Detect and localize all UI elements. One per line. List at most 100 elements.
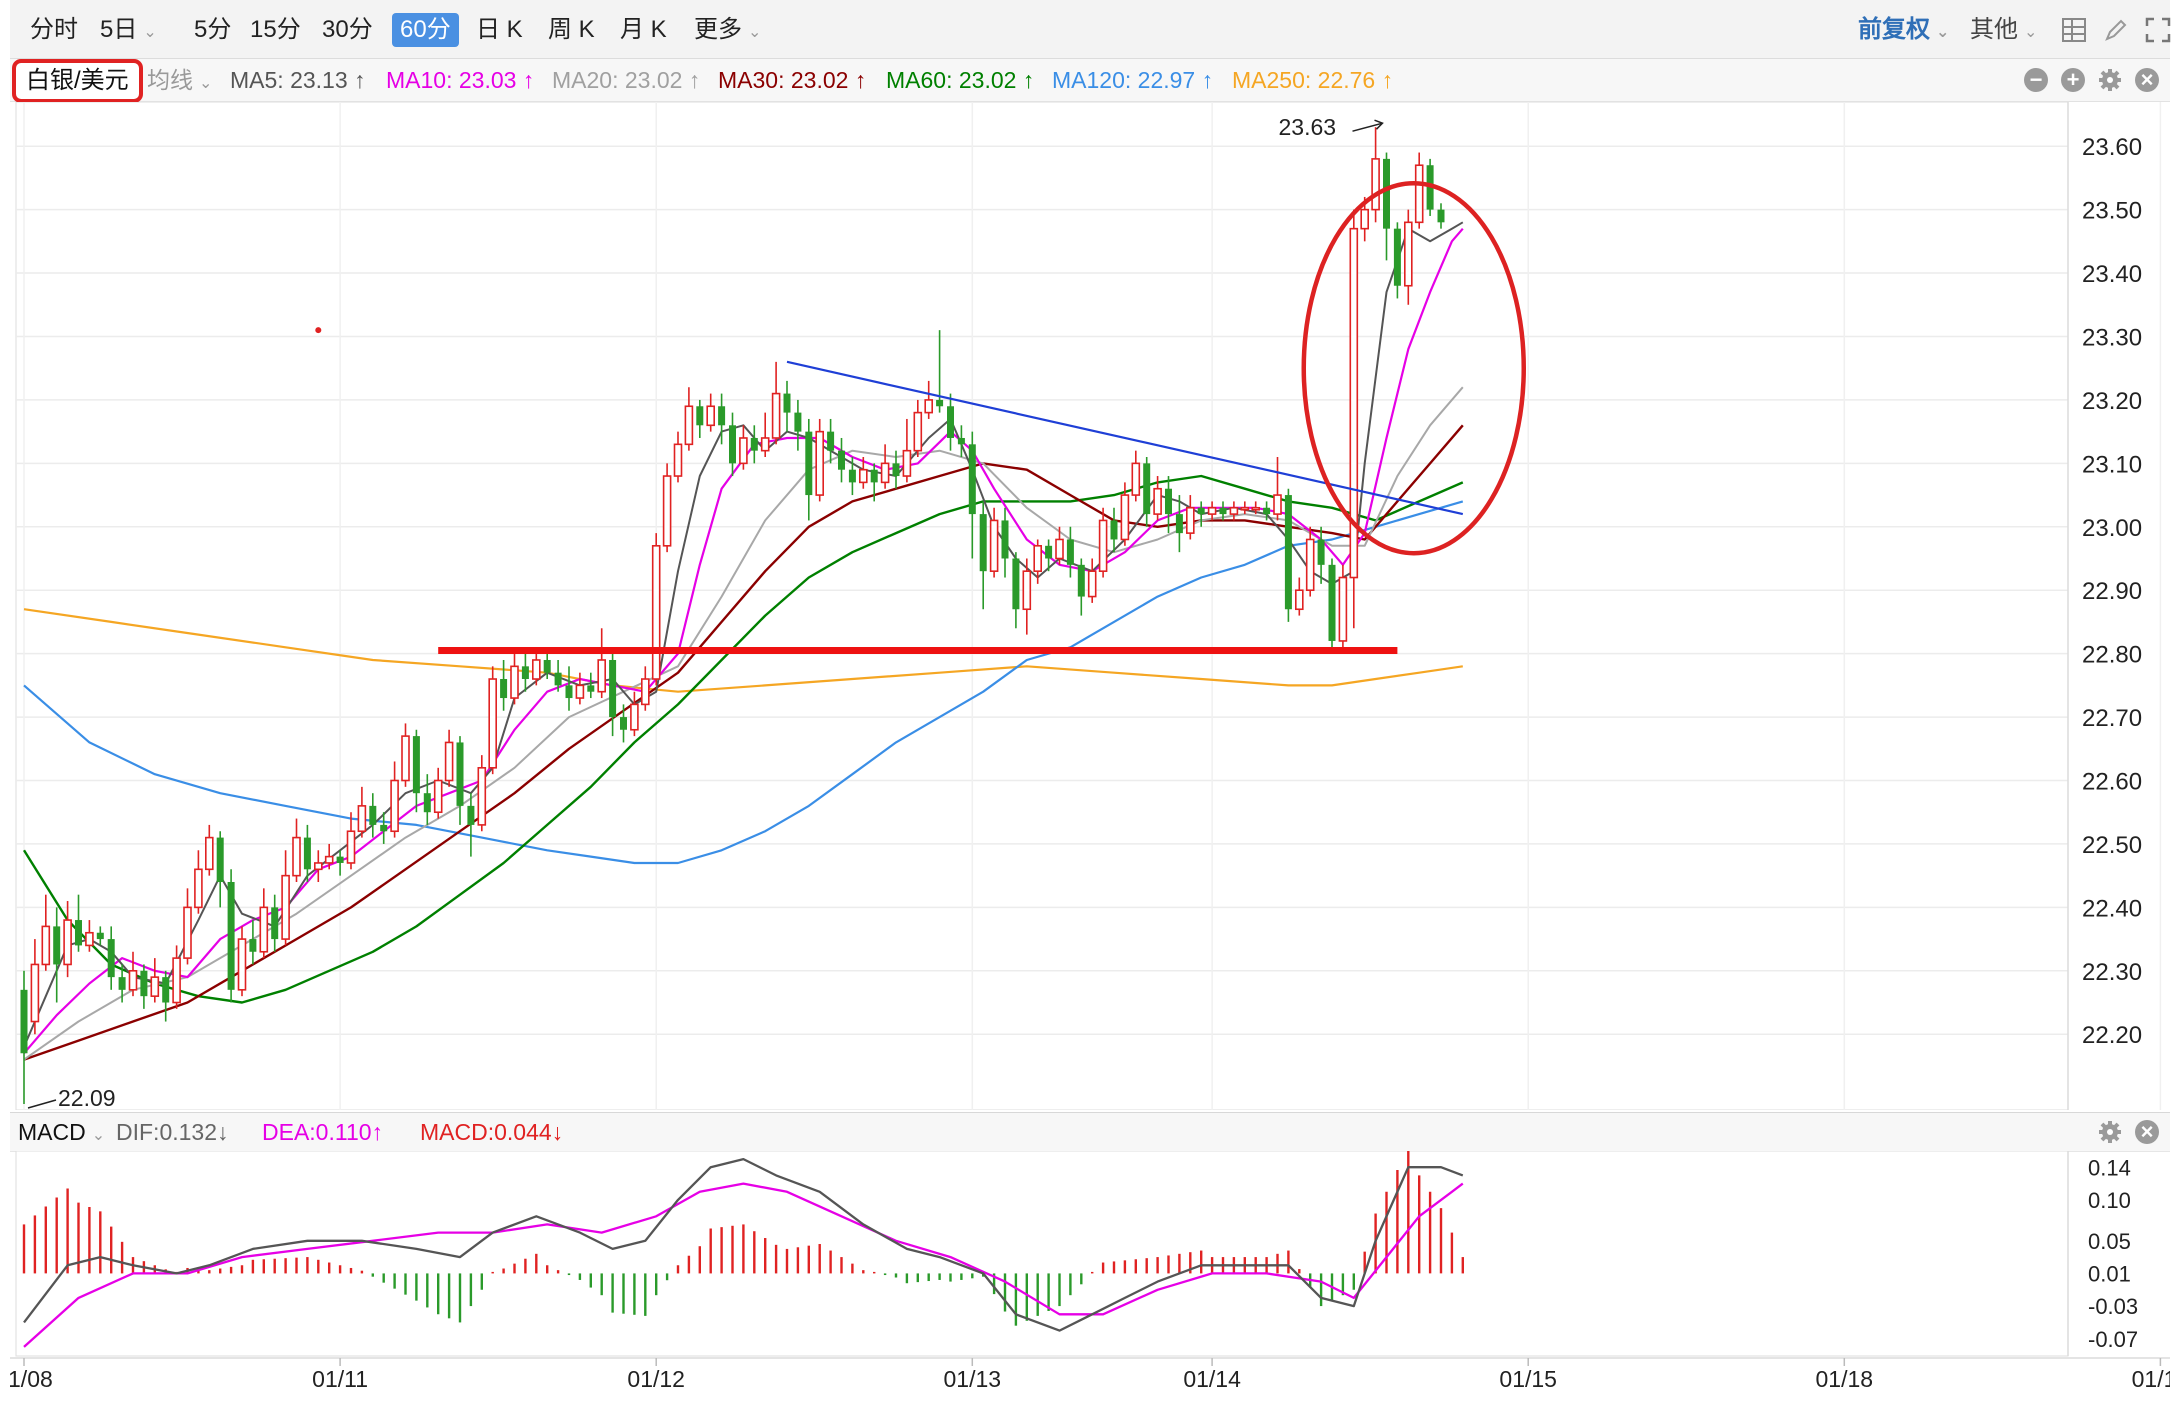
ma-legend-item: MA250: 22.76 ↑ xyxy=(1232,67,1394,93)
candle-body-down xyxy=(1143,463,1151,515)
candle-body-up xyxy=(1087,570,1097,598)
candle-body-up xyxy=(771,392,781,439)
candle-body-up xyxy=(815,430,825,496)
candle-body-down xyxy=(75,920,82,946)
candlestick-chart[interactable]: 22.20 22.30 22.40 22.50 22.60 22.70 22.80 22.90… xyxy=(10,102,2170,1110)
candle-body-up xyxy=(880,462,890,484)
candle-body-down xyxy=(412,736,420,794)
candle-body-down xyxy=(838,450,845,470)
candle-body-up xyxy=(313,862,323,871)
candle-body-up xyxy=(183,906,192,959)
candle-body-up xyxy=(324,855,334,864)
candle-body-down xyxy=(1437,209,1445,223)
add-icon[interactable]: + xyxy=(2061,68,2085,92)
y-tick-label: 22.80 xyxy=(2082,642,2142,669)
candle-body-up xyxy=(1414,164,1424,224)
candle-body-up xyxy=(237,938,247,991)
candle-body-down xyxy=(303,837,311,870)
candle-body-down xyxy=(848,469,856,483)
tab-5min[interactable]: 5分 xyxy=(194,16,232,43)
ma120-line xyxy=(23,500,1464,865)
candle-body-down xyxy=(609,659,617,718)
ma-toggle[interactable]: 均线 ⌄ xyxy=(147,67,213,93)
ma30-line xyxy=(23,424,1464,1061)
candle-body-down xyxy=(1219,507,1227,515)
candle-body-down xyxy=(1045,545,1053,559)
candle-body-down xyxy=(53,926,61,965)
candle-body-up xyxy=(1273,494,1282,515)
tab-intraday[interactable]: 分时 xyxy=(30,16,78,43)
tab-monthly-k[interactable]: 月 K xyxy=(620,16,667,43)
ma-legend-item: MA60: 23.02 ↑ xyxy=(886,67,1035,93)
candle-body-up xyxy=(651,545,661,680)
gear-icon[interactable] xyxy=(2098,68,2122,92)
tab-15min[interactable]: 15分 xyxy=(250,16,301,43)
candle-body-down xyxy=(1175,514,1183,534)
candle-body-down xyxy=(456,742,464,806)
y-tick-label: 23.20 xyxy=(2082,388,2142,415)
chevron-down-icon: ⌄ xyxy=(91,1127,106,1144)
date-label: 01/08 xyxy=(10,1366,53,1392)
tab-weekly-k[interactable]: 周 K xyxy=(548,16,595,43)
gear-icon[interactable] xyxy=(2098,1120,2122,1144)
candle-body-up xyxy=(706,405,716,427)
candle-body-up xyxy=(640,678,650,706)
tab-daily-k[interactable]: 日 K xyxy=(476,16,523,43)
minimize-icon[interactable]: − xyxy=(2024,68,2048,92)
candle-body-up xyxy=(63,919,72,966)
chevron-down-icon: ⌄ xyxy=(748,24,762,41)
candle-body-up xyxy=(913,411,923,452)
y-tick-label: 22.20 xyxy=(2082,1022,2142,1049)
candle-body-up xyxy=(510,665,519,699)
candle-body-up xyxy=(1338,576,1348,642)
tab-30min[interactable]: 30分 xyxy=(322,16,373,43)
candle-body-down xyxy=(892,463,900,477)
macd-y-tick-label: -0.03 xyxy=(2088,1294,2138,1319)
candle-body-up xyxy=(739,437,748,465)
ma-legend-item: MA20: 23.02 ↑ xyxy=(552,67,701,93)
candle-body-down xyxy=(718,406,726,426)
macd-indicator-dropdown[interactable]: MACD ⌄ xyxy=(18,1119,106,1145)
tab-60min[interactable]: 60分 xyxy=(392,13,459,47)
dif-line xyxy=(23,1157,1464,1332)
y-tick-label: 22.50 xyxy=(2082,832,2142,859)
grid-layout-icon[interactable] xyxy=(2060,16,2088,44)
ma-legend-row: 白银/美元 均线 ⌄ MA5: 23.13 ↑ MA10: 23.03 ↑ MA20:… xyxy=(10,59,2170,103)
chevron-down-icon: ⌄ xyxy=(143,24,157,41)
candle-body-up xyxy=(292,836,301,877)
stock-chart-window: 分时 5日 ⌄ 5分 15分 30分 60分 日 K 周 K 月 K 更多 ⌄ 前复… xyxy=(10,0,2172,1402)
macd-y-tick-label: 0.10 xyxy=(2088,1188,2131,1213)
draw-pen-icon[interactable] xyxy=(2102,16,2130,44)
candle-body-down xyxy=(162,977,170,1003)
macd-legend-item: DEA:0.110↑ xyxy=(262,1119,384,1145)
candle-body-up xyxy=(1229,506,1239,515)
close-icon[interactable]: × xyxy=(2135,68,2159,92)
other-dropdown[interactable]: 其他 ⌄ xyxy=(1970,16,2038,43)
symbol-label[interactable]: 白银/美元 xyxy=(12,59,143,103)
candle-body-down xyxy=(1197,507,1205,515)
candle-body-down xyxy=(249,939,257,952)
candle-body-up xyxy=(684,405,694,446)
candle-body-up xyxy=(1207,506,1217,515)
y-tick-label: 23.40 xyxy=(2082,261,2142,288)
candle-body-down xyxy=(271,907,279,940)
macd-chart[interactable]: 0.14 0.10 0.05 0.01 -0.03 -0.07 01/08 01/11 01/1… xyxy=(10,1151,2170,1402)
ma60-line xyxy=(22,474,1464,1004)
tab-more[interactable]: 更多 ⌄ xyxy=(694,16,762,43)
low-price-arrow xyxy=(27,1099,57,1109)
y-tick-label: 23.60 xyxy=(2082,134,2142,161)
tab-5day[interactable]: 5日 ⌄ xyxy=(100,16,157,43)
adjust-dropdown[interactable]: 前复权 ⌄ xyxy=(1858,16,1950,43)
candle-body-up xyxy=(1360,208,1369,230)
candle-body-down xyxy=(947,406,954,438)
fullscreen-icon[interactable] xyxy=(2144,16,2172,44)
candle-body-up xyxy=(1098,519,1108,572)
y-tick-label: 22.90 xyxy=(2082,578,2142,605)
candle-body-up xyxy=(172,957,181,1004)
candle-body-up xyxy=(477,767,487,826)
candle-body-down xyxy=(729,425,736,464)
candle-body-up xyxy=(444,741,454,782)
candle-body-down xyxy=(957,437,965,445)
candle-body-down xyxy=(500,679,508,699)
close-icon[interactable]: × xyxy=(2135,1120,2159,1144)
